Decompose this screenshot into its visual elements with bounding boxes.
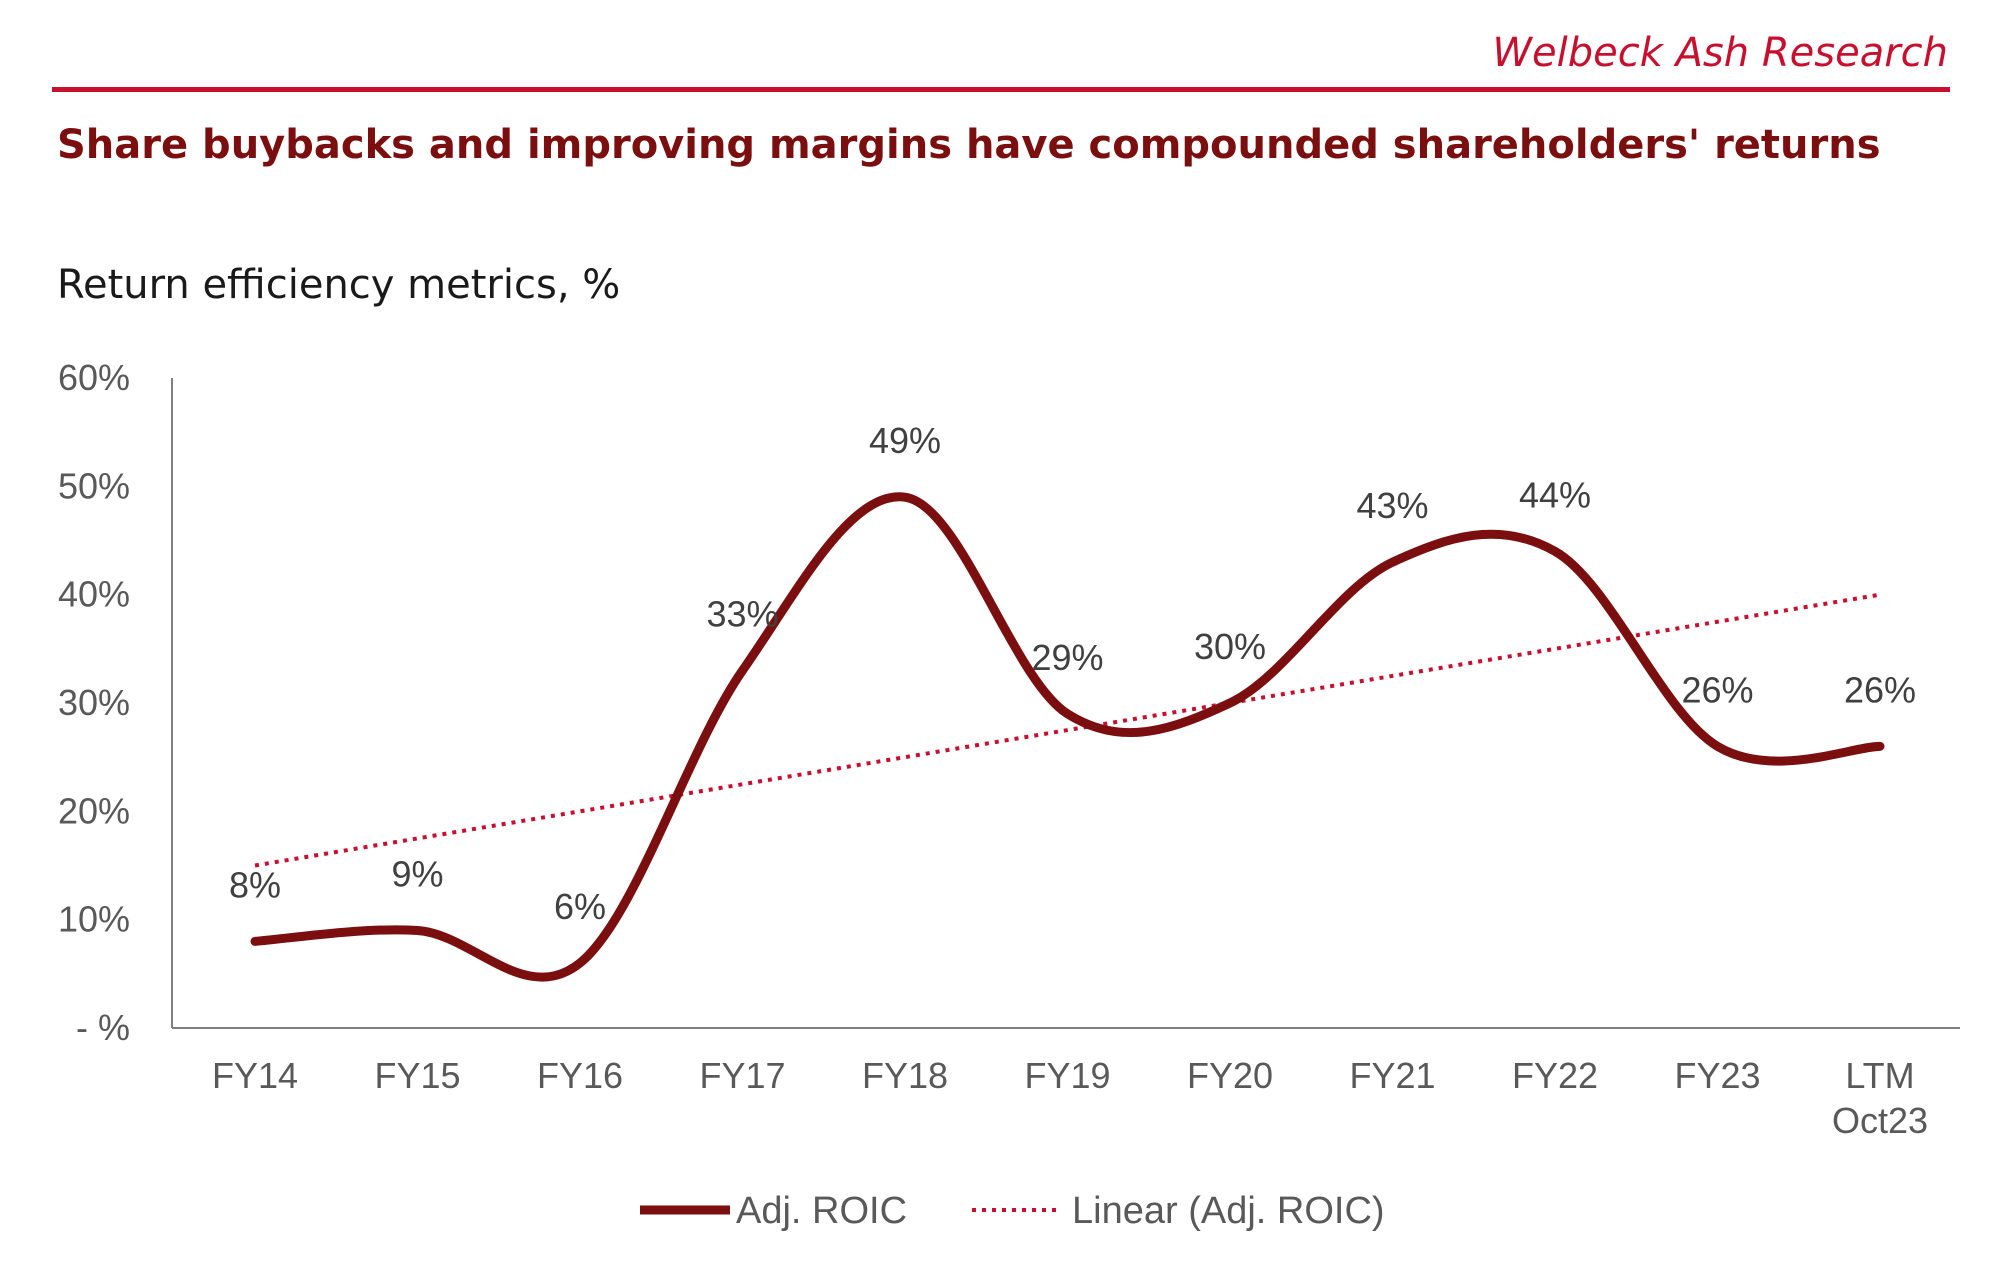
data-label: 8% xyxy=(229,864,281,905)
data-label: 6% xyxy=(554,886,606,927)
data-label: 29% xyxy=(1031,637,1103,678)
chart-legend: Adj. ROIC Linear (Adj. ROIC) xyxy=(640,1190,1385,1232)
page-title: Share buybacks and improving margins hav… xyxy=(57,122,1881,168)
y-axis-ticks: - % 10% 20% 30% 40% 50% 60% xyxy=(58,357,130,1048)
x-tick-label: FY16 xyxy=(537,1055,623,1096)
x-tick-label: FY17 xyxy=(699,1055,785,1096)
chart-axes xyxy=(171,378,1960,1029)
data-label: 26% xyxy=(1844,669,1916,710)
x-tick-label: LTM xyxy=(1845,1055,1914,1096)
x-tick-label: FY21 xyxy=(1349,1055,1435,1096)
x-tick-label: Oct23 xyxy=(1832,1100,1928,1141)
data-label: 43% xyxy=(1356,485,1428,526)
x-tick-label: FY22 xyxy=(1512,1055,1598,1096)
y-tick-label: 40% xyxy=(58,574,130,615)
y-tick-label: 60% xyxy=(58,357,130,398)
data-label: 9% xyxy=(391,854,443,895)
data-label: 30% xyxy=(1194,626,1266,667)
legend-label-adj-roic: Adj. ROIC xyxy=(736,1190,907,1232)
data-label: 33% xyxy=(706,594,778,635)
y-tick-label: 20% xyxy=(58,790,130,831)
brand-name: Welbeck Ash Research xyxy=(1492,30,1948,76)
data-labels: 8% 9% 6% 33% 49% 29% 30% 43% 44% 26% 26% xyxy=(229,420,1916,927)
series-line-adj-roic xyxy=(250,492,1885,982)
series-layer xyxy=(250,492,1885,982)
y-tick-label: 30% xyxy=(58,682,130,723)
y-tick-label: 10% xyxy=(58,899,130,940)
x-axis-ticks: FY14 FY15 FY16 FY17 FY18 FY19 FY20 FY21 FY22 FY23… xyxy=(212,1055,1928,1141)
y-tick-label: 50% xyxy=(58,465,130,506)
x-tick-label: FY23 xyxy=(1674,1055,1760,1096)
data-label: 49% xyxy=(869,420,941,461)
data-label: 26% xyxy=(1681,669,1753,710)
x-tick-label: FY19 xyxy=(1024,1055,1110,1096)
chart-title: Return efficiency metrics, % xyxy=(57,262,621,308)
trendline-linear-adj-roic xyxy=(254,592,1881,868)
legend-label-trendline: Linear (Adj. ROIC) xyxy=(1072,1190,1385,1232)
header-rule xyxy=(52,87,1950,92)
x-tick-label: FY18 xyxy=(862,1055,948,1096)
x-tick-label: FY20 xyxy=(1187,1055,1273,1096)
y-tick-label: - % xyxy=(76,1007,130,1048)
trendline-layer xyxy=(254,592,1881,868)
data-label: 44% xyxy=(1519,474,1591,515)
x-tick-label: FY15 xyxy=(374,1055,460,1096)
x-tick-label: FY14 xyxy=(212,1055,298,1096)
